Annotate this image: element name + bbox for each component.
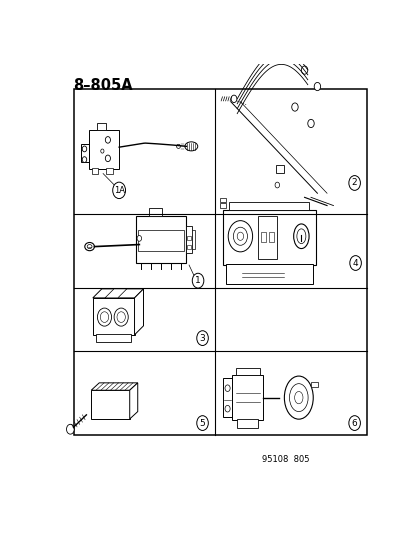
Polygon shape: [81, 144, 88, 163]
Circle shape: [66, 424, 74, 434]
Ellipse shape: [185, 142, 197, 151]
Polygon shape: [129, 383, 138, 419]
Bar: [235, 368, 259, 375]
Circle shape: [274, 182, 279, 188]
Ellipse shape: [289, 384, 307, 411]
Polygon shape: [134, 289, 143, 335]
Bar: [232, 375, 262, 420]
Text: 6: 6: [351, 418, 357, 427]
Bar: [92, 168, 98, 174]
Bar: [268, 232, 273, 243]
Ellipse shape: [293, 224, 309, 248]
Bar: [187, 245, 190, 248]
Bar: [106, 168, 112, 174]
Circle shape: [105, 136, 110, 143]
Ellipse shape: [284, 376, 313, 419]
Bar: [149, 207, 161, 216]
Text: 4: 4: [352, 259, 358, 268]
Bar: [237, 419, 257, 427]
Circle shape: [230, 95, 236, 102]
Circle shape: [82, 157, 86, 163]
Circle shape: [349, 256, 361, 270]
Bar: [219, 204, 225, 207]
Bar: [219, 198, 225, 202]
Circle shape: [348, 416, 360, 431]
Circle shape: [225, 406, 230, 412]
Bar: [185, 226, 192, 253]
Circle shape: [313, 83, 320, 91]
Circle shape: [348, 175, 360, 190]
Bar: [96, 124, 106, 130]
Circle shape: [301, 66, 307, 74]
Circle shape: [100, 149, 104, 153]
Bar: [136, 216, 185, 263]
Ellipse shape: [294, 391, 302, 404]
Polygon shape: [93, 289, 143, 298]
Bar: [138, 230, 184, 251]
Bar: [91, 390, 129, 419]
Ellipse shape: [176, 144, 180, 148]
Text: 3: 3: [199, 334, 205, 343]
Text: 5: 5: [199, 418, 205, 427]
Circle shape: [112, 182, 125, 199]
Ellipse shape: [87, 245, 92, 248]
Circle shape: [196, 416, 208, 431]
Bar: [275, 165, 283, 173]
Text: 2: 2: [351, 179, 356, 188]
Circle shape: [228, 221, 252, 252]
Polygon shape: [105, 289, 126, 298]
Circle shape: [105, 155, 110, 161]
Circle shape: [291, 103, 297, 111]
Ellipse shape: [296, 229, 305, 244]
Bar: [310, 382, 317, 387]
Text: 1: 1: [195, 276, 200, 285]
Circle shape: [117, 312, 125, 322]
Circle shape: [82, 146, 86, 152]
Bar: [96, 334, 131, 342]
Circle shape: [196, 330, 208, 345]
Circle shape: [192, 273, 203, 288]
Circle shape: [225, 385, 230, 391]
Circle shape: [233, 227, 247, 245]
Text: 95108  805: 95108 805: [261, 455, 309, 464]
Bar: [74, 90, 366, 435]
Bar: [187, 236, 190, 240]
Bar: [225, 264, 312, 284]
Bar: [257, 216, 277, 259]
Polygon shape: [91, 383, 138, 390]
Bar: [93, 298, 134, 335]
Circle shape: [237, 232, 243, 240]
Circle shape: [137, 236, 141, 241]
Text: 1A: 1A: [113, 186, 124, 195]
Bar: [261, 232, 266, 243]
Bar: [222, 378, 232, 417]
Bar: [192, 230, 195, 248]
Bar: [222, 209, 315, 265]
Circle shape: [97, 308, 111, 326]
Circle shape: [307, 119, 313, 127]
Circle shape: [100, 312, 108, 322]
Bar: [229, 202, 309, 209]
Text: 8–805A: 8–805A: [74, 78, 133, 93]
Ellipse shape: [85, 243, 94, 251]
Bar: [88, 130, 119, 168]
Circle shape: [114, 308, 128, 326]
